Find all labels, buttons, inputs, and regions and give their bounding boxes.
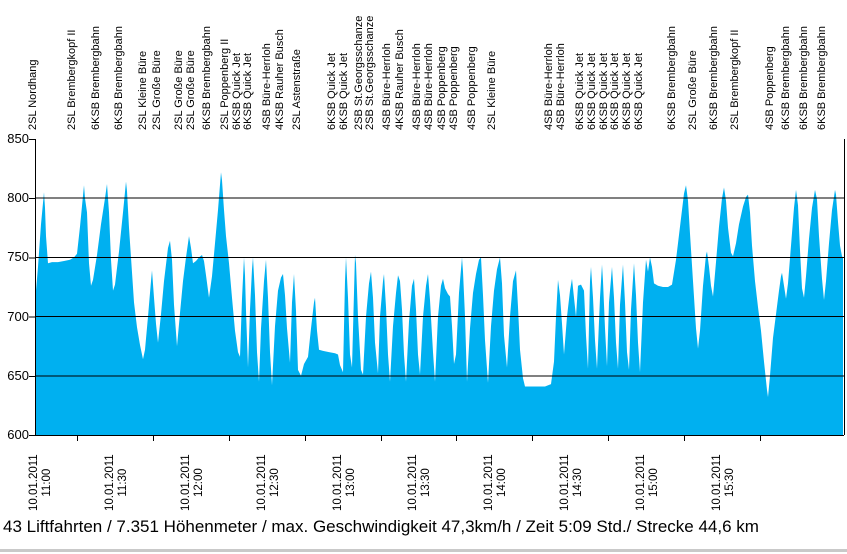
x-axis-label-14:30: 10.01.2011 14:30 [559,454,584,511]
elevation-area-series [35,172,843,435]
y-axis-label-700: 700 [7,308,29,324]
y-axis-label-750: 750 [7,249,29,265]
window-bottom-edge [0,549,847,552]
x-axis-label-13:00: 10.01.2011 13:00 [332,454,357,511]
x-axis-label-15:00: 10.01.2011 15:00 [635,454,660,511]
summary-caption: 43 Liftfahrten / 7.351 Höhenmeter / max.… [3,517,759,536]
x-axis-label-11:30: 10.01.2011 11:30 [104,454,129,511]
y-axis-label-850: 850 [7,131,29,146]
x-axis-label-14:00: 10.01.2011 14:00 [483,454,508,511]
y-axis-label-800: 800 [7,190,29,206]
y-axis-label-650: 650 [7,367,29,383]
x-axis-label-12:30: 10.01.2011 12:30 [256,454,281,511]
x-axis-label-15:30: 10.01.2011 15:30 [711,454,736,511]
y-axis-label-600: 600 [7,427,29,442]
x-axis-label-11:00: 10.01.2011 11:00 [28,454,53,511]
x-axis-label-12:00: 10.01.2011 12:00 [180,454,205,511]
x-axis-label-13:30: 10.01.2011 13:30 [407,454,432,511]
